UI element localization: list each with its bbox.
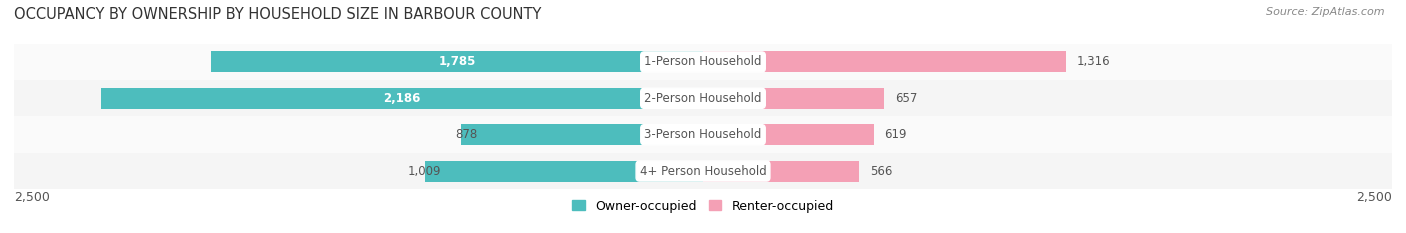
Bar <box>461 124 703 145</box>
Text: 1,009: 1,009 <box>408 164 441 178</box>
Bar <box>703 88 884 109</box>
Text: 2,500: 2,500 <box>1355 191 1392 204</box>
Text: 657: 657 <box>896 92 918 105</box>
Bar <box>101 88 703 109</box>
Bar <box>703 161 859 182</box>
Text: 1,785: 1,785 <box>439 55 475 69</box>
Bar <box>14 80 1392 116</box>
Text: 2,500: 2,500 <box>14 191 51 204</box>
Text: Source: ZipAtlas.com: Source: ZipAtlas.com <box>1267 7 1385 17</box>
Bar <box>211 51 703 72</box>
Text: 2,186: 2,186 <box>382 92 420 105</box>
Text: 3-Person Household: 3-Person Household <box>644 128 762 141</box>
Text: 878: 878 <box>456 128 478 141</box>
Text: 1-Person Household: 1-Person Household <box>644 55 762 69</box>
Text: 2-Person Household: 2-Person Household <box>644 92 762 105</box>
Text: 566: 566 <box>870 164 893 178</box>
Bar <box>703 51 1066 72</box>
Bar <box>14 116 1392 153</box>
Text: 4+ Person Household: 4+ Person Household <box>640 164 766 178</box>
Bar <box>14 153 1392 189</box>
Bar <box>425 161 703 182</box>
Text: OCCUPANCY BY OWNERSHIP BY HOUSEHOLD SIZE IN BARBOUR COUNTY: OCCUPANCY BY OWNERSHIP BY HOUSEHOLD SIZE… <box>14 7 541 22</box>
Bar <box>14 44 1392 80</box>
Bar <box>703 124 873 145</box>
Text: 619: 619 <box>884 128 907 141</box>
Legend: Owner-occupied, Renter-occupied: Owner-occupied, Renter-occupied <box>568 195 838 218</box>
Text: 1,316: 1,316 <box>1077 55 1111 69</box>
